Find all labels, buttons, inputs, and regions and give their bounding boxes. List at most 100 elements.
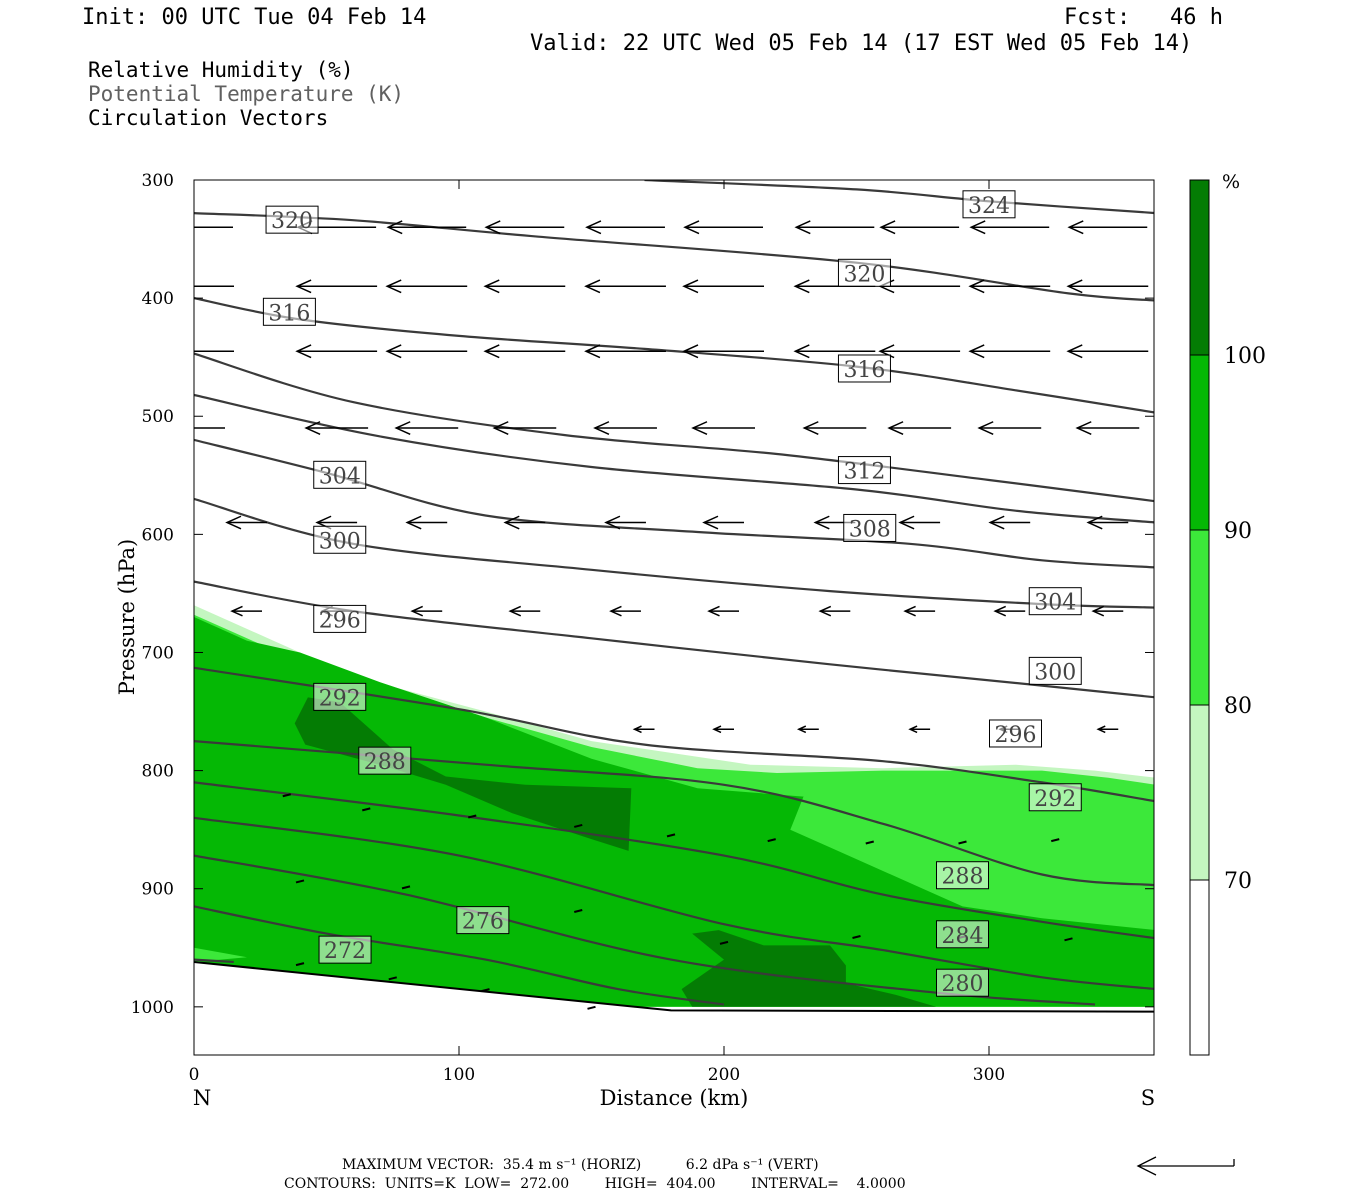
theta-label-text: 324	[968, 194, 1010, 219]
theta-label-box	[358, 746, 412, 775]
colorbar-tick-label: 70	[1224, 869, 1252, 894]
x-tick-label: 200	[708, 1065, 740, 1085]
humidity-region	[681, 930, 936, 1007]
circulation-vector-head	[813, 515, 830, 530]
colorbar-swatch	[1190, 180, 1209, 355]
y-tick-label: 300	[142, 171, 174, 191]
theta-contour-316	[194, 297, 1154, 414]
theta-label-box	[313, 682, 367, 711]
theta-contour-296	[194, 666, 1154, 803]
circulation-vector-head	[969, 220, 986, 235]
theta-label-text: 300	[319, 529, 361, 554]
theta-contour-284	[194, 816, 1154, 991]
circulation-vector-head	[604, 515, 621, 530]
colorbar-tick-label: 90	[1224, 519, 1252, 544]
theta-label-box	[936, 920, 989, 949]
circulation-vector-head	[707, 605, 720, 617]
legend-relative-humidity: Relative Humidity (%)	[88, 58, 354, 82]
y-tick-label: 700	[142, 643, 174, 663]
theta-label-text: 292	[319, 686, 361, 711]
theta-label-288: 288	[358, 746, 412, 775]
valid-time: Valid: 22 UTC Wed 05 Feb 14 (17 EST Wed …	[530, 31, 1193, 56]
theta-label-300: 300	[1028, 656, 1082, 685]
circulation-vector-head	[802, 421, 819, 436]
circulation-vector-head	[230, 605, 243, 617]
circulation-vector	[362, 807, 371, 812]
colorbar-swatch	[1190, 880, 1209, 1055]
circulation-vector-head	[295, 279, 312, 294]
theta-label-text: 272	[324, 939, 366, 964]
contour-info-note: CONTOURS: UNITS=K LOW= 272.00 HIGH= 404.…	[284, 1176, 906, 1192]
y-tick-label: 1000	[131, 998, 174, 1018]
circulation-vector-head	[988, 515, 1005, 530]
theta-label-box	[837, 258, 891, 287]
circulation-vector-head	[385, 279, 402, 294]
circulation-vector-head	[1091, 605, 1105, 617]
theta-label-308: 308	[843, 513, 897, 542]
theta-label-276: 276	[456, 906, 510, 935]
colorbar-swatch	[1190, 705, 1209, 880]
reference-vector-arrow	[1136, 1156, 1235, 1176]
circulation-vector	[574, 909, 583, 913]
axes: 300 400 500 600 700 800 900 1000 0 100 200 300 Dista…	[115, 171, 1155, 1110]
colorbar-swatch	[1190, 355, 1209, 530]
theta-label-box	[837, 354, 891, 383]
plot-frame	[193, 179, 1155, 1056]
circulation-vector	[587, 1005, 596, 1010]
theta-label-box	[837, 456, 891, 485]
theta-label-box	[318, 935, 372, 964]
circulation-vector-head	[887, 421, 904, 436]
circulation-vector-head	[405, 515, 422, 530]
circulation-vector-head	[968, 344, 985, 359]
circulation-vector	[295, 879, 305, 884]
circulation-vector	[574, 823, 583, 828]
circulation-vector-head	[1096, 725, 1106, 734]
circulation-vector-head	[818, 605, 832, 617]
circulation-vector-head	[154, 345, 168, 358]
theta-label-text: 296	[995, 723, 1037, 748]
theta-contour-324	[644, 180, 1154, 215]
colorbar-frame	[1189, 179, 1210, 1056]
theta-label-316: 316	[837, 354, 891, 383]
theta-label-280: 280	[936, 968, 989, 997]
theta-label-text: 284	[942, 924, 984, 949]
circulation-vector-head	[410, 605, 424, 617]
theta-label-text: 316	[268, 301, 310, 326]
circulation-vector	[767, 838, 776, 843]
circulation-vector-head	[1066, 279, 1083, 294]
theta-label-box	[989, 719, 1042, 748]
theta-label-316: 316	[262, 297, 316, 326]
theta-label-text: 300	[1034, 660, 1076, 685]
theta-label-292: 292	[313, 682, 367, 711]
circulation-vector-head	[584, 279, 601, 294]
max-vector-note: MAXIMUM VECTOR: 35.4 m s⁻¹ (HORIZ) 6.2 d…	[342, 1157, 819, 1173]
y-axis-label: Pressure (hPa)	[115, 539, 139, 695]
circulation-vector-head	[484, 220, 501, 235]
theta-label-304: 304	[313, 460, 367, 489]
south-end-label: S	[1141, 1086, 1155, 1110]
theta-label-320: 320	[837, 258, 891, 287]
circulation-vector-head	[1086, 515, 1103, 530]
theta-label-text: 304	[319, 464, 361, 489]
x-tick-label: 100	[443, 1065, 475, 1085]
theta-label-box	[936, 968, 989, 997]
circulation-vector-head	[993, 605, 1007, 617]
circulation-vector-head	[385, 344, 402, 359]
theta-label-box	[262, 297, 316, 326]
circulation-vector	[865, 840, 874, 845]
north-end-label: N	[193, 1086, 211, 1110]
init-time: Init: 00 UTC Tue 04 Feb 14	[82, 5, 427, 30]
circulation-vector-head	[304, 421, 321, 436]
colorbar-swatch	[1190, 530, 1209, 705]
humidity-region	[194, 947, 247, 962]
theta-contour-line	[194, 393, 1154, 524]
circulation-vector-head	[483, 344, 500, 359]
theta-label-320: 320	[265, 205, 319, 234]
circulation-vector-head	[483, 279, 500, 294]
circulation-vector	[401, 885, 411, 890]
theta-label-284: 284	[936, 920, 989, 949]
theta-label-box	[313, 460, 367, 489]
circulation-vector-head	[903, 605, 916, 617]
circulation-vector-head	[386, 220, 403, 235]
circulation-vector-head	[1075, 421, 1092, 436]
